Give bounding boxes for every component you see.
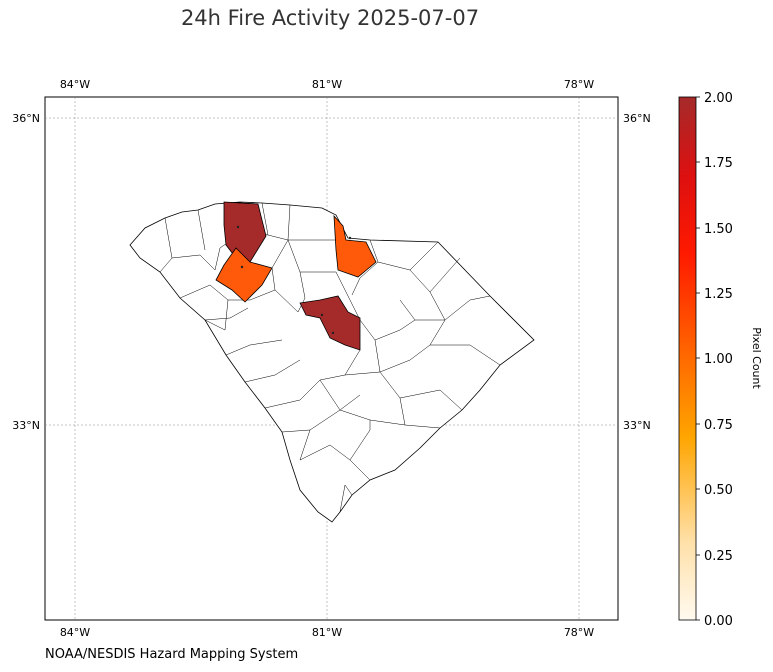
colorbar-tick-marks (696, 96, 700, 621)
county-fire-mid-upstate (215, 247, 273, 303)
lon-tick-bottom: 84°W (60, 626, 90, 639)
fire-point (348, 236, 352, 240)
map-title: 24h Fire Activity 2025-07-07 (180, 6, 480, 30)
colorbar-tick-label: 0.50 (704, 483, 733, 498)
colorbar-tick-label: 0.25 (704, 549, 733, 564)
data-source-credit: NOAA/NESDIS Hazard Mapping System (45, 647, 299, 662)
fire-point (240, 265, 244, 269)
county-fire-mid-northeast (333, 214, 377, 278)
colorbar (678, 96, 697, 621)
lon-tick-bottom: 78°W (564, 626, 594, 639)
colorbar-tick-label: 0.00 (704, 614, 733, 629)
lon-tick-top: 84°W (60, 78, 90, 91)
colorbar-tick-label: 1.00 (704, 352, 733, 367)
lon-tick-top: 81°W (312, 78, 342, 91)
colorbar-tick-label: 2.00 (704, 91, 733, 106)
fire-counties (215, 201, 377, 351)
lat-tick-right: 33°N (623, 419, 651, 432)
lon-tick-bottom: 81°W (312, 626, 342, 639)
colorbar-tick-label: 1.75 (704, 156, 733, 171)
colorbar-label: Pixel Count (750, 327, 763, 389)
colorbar-tick-label: 1.25 (704, 287, 733, 302)
lon-tick-top: 78°W (564, 78, 594, 91)
lat-tick-left: 33°N (12, 419, 40, 432)
fire-point (331, 331, 335, 335)
lat-tick-left: 36°N (12, 112, 40, 125)
fire-point (236, 225, 240, 229)
fire-points (236, 225, 352, 335)
lat-tick-right: 36°N (623, 112, 651, 125)
fire-point (320, 313, 324, 317)
county-lines (159, 201, 501, 513)
colorbar-tick-label: 0.75 (704, 418, 733, 433)
county-fire-high-midlands (299, 295, 361, 351)
colorbar-tick-label: 1.50 (704, 222, 733, 237)
